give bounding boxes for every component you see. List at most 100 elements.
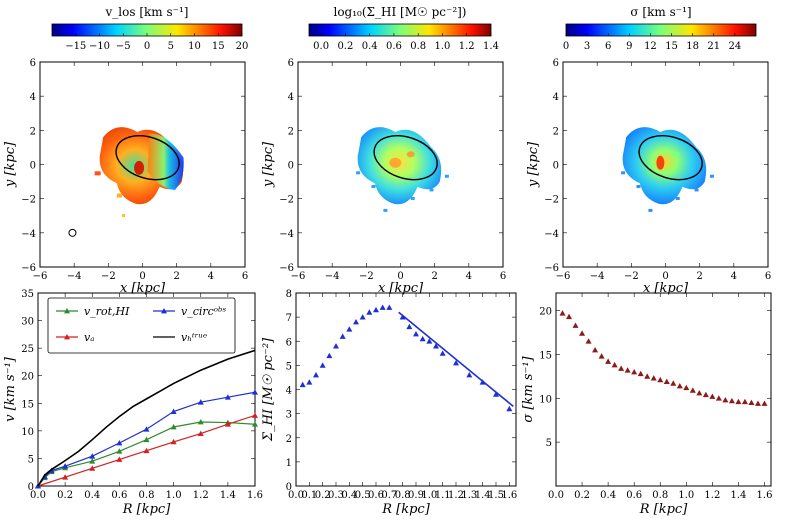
data-point (419, 335, 426, 342)
map-panel-2: log₁₀(Σ_HI [M☉ pc⁻²]) 0.0 0.2 0.4 0.6 0.8 1.0 1… (261, 5, 506, 296)
plot-frame (295, 292, 517, 487)
map-panel-1: v_los [km s⁻¹]−15 −10 −5 0 5 10 15 20−6 −4 −2 0 2 4 6… (3, 5, 248, 296)
x-tick-label: 0 (397, 271, 403, 282)
legend-marker (161, 308, 167, 314)
colorbar-tick-label: 15 (212, 41, 225, 52)
x-tick-label: −2 (624, 271, 639, 282)
legend-label: v_circᵒᵇˢ (181, 305, 226, 318)
data-point (62, 474, 69, 480)
data-point (453, 359, 459, 366)
data-point (319, 362, 326, 368)
x-tick-label: 0.1 (301, 490, 317, 501)
data-point (326, 352, 333, 359)
data-point (143, 426, 150, 432)
x-tick-label: 0 (662, 271, 668, 282)
y-tick-label: 20 (539, 307, 552, 318)
series-line-v_h^true (37, 349, 256, 487)
colorbar-tick-label: 20 (236, 41, 249, 52)
colorbar-tick-label: 6 (605, 41, 611, 52)
data-point (143, 436, 150, 443)
data-point (559, 310, 566, 316)
data-point (89, 458, 96, 464)
data-point (605, 358, 612, 364)
y-tick-label: 15 (21, 399, 34, 410)
x-tick-label: 0.2 (574, 490, 590, 501)
data-point (493, 391, 499, 397)
legend-label: v_rot,HI (84, 305, 130, 318)
x-tick-label: 1.6 (501, 490, 517, 501)
data-point (426, 338, 433, 344)
x-axis-label: R [kpc] (381, 502, 430, 517)
x-tick-label: 0.7 (381, 490, 397, 501)
data-point (313, 372, 319, 378)
clump (636, 185, 641, 188)
data-point (631, 368, 638, 375)
y-tick-label: 6 (553, 58, 559, 69)
data-point (611, 361, 618, 368)
colorbar-title: log₁₀(Σ_HI [M☉ pc⁻²]) (333, 5, 466, 19)
data-point (299, 381, 306, 388)
y-tick-label: 1 (286, 458, 292, 469)
clump (371, 185, 376, 188)
y-axis-label: y [kpc] (3, 141, 18, 188)
colorbar (308, 23, 492, 37)
data-point (333, 343, 339, 349)
data-point (353, 318, 359, 325)
data-point (702, 391, 709, 398)
data-point (116, 439, 123, 446)
y-tick-label: 25 (21, 344, 34, 355)
x-tick-label: 0.6 (626, 490, 642, 501)
colorbar-tick-label: 21 (707, 41, 720, 52)
x-axis-label: R [kpc] (639, 502, 688, 517)
x-tick-label: −4 (67, 271, 82, 282)
x-tick-label: 1.0 (421, 490, 437, 501)
data-point (689, 387, 696, 393)
ellipse-contour (373, 135, 438, 181)
clump (116, 193, 122, 198)
x-tick-label: 1.6 (247, 490, 263, 501)
data-point (624, 367, 631, 373)
data-point (676, 382, 683, 389)
data-point (62, 463, 69, 469)
x-tick-label: 1.4 (475, 490, 491, 501)
x-axis-label: x [kpc] (120, 281, 166, 296)
data-point (722, 397, 729, 403)
colorbar-tick-label: 0.0 (313, 41, 329, 52)
colorbar-tick-label: −5 (116, 41, 131, 52)
x-tick-label: 4 (466, 271, 472, 282)
y-axis-label: v [km s⁻¹] (3, 356, 18, 422)
x-tick-label: 0.3 (328, 490, 344, 501)
clump (694, 188, 699, 192)
data-point (406, 323, 413, 330)
data-point (116, 448, 123, 454)
y-tick-label: 6 (286, 337, 292, 348)
x-tick-label: 1.5 (488, 490, 504, 501)
y-tick-label: 20 (21, 372, 34, 383)
data-point (170, 438, 177, 445)
data-point (572, 322, 579, 328)
clump (383, 208, 388, 212)
colorbar-tick-label: 1.0 (435, 41, 451, 52)
x-tick-label: 0.4 (341, 490, 357, 501)
x-tick-label: 4 (208, 271, 214, 282)
ellipse-contour (638, 135, 703, 181)
receding-side (147, 133, 184, 191)
x-tick-label: −2 (101, 271, 116, 282)
data-point (506, 405, 513, 412)
data-point (598, 353, 605, 359)
colorbar-tick-label: 0.4 (362, 41, 378, 52)
clump (671, 151, 680, 158)
y-axis-label: σ [km s⁻¹] (521, 355, 536, 422)
x-tick-label: 6 (242, 271, 248, 282)
y-tick-label: 30 (21, 317, 34, 328)
colorbar-tick-label: 0 (563, 41, 569, 52)
y-axis-label: y [kpc] (526, 141, 541, 188)
clump (648, 208, 653, 212)
y-tick-label: 0 (553, 161, 559, 172)
y-tick-label: −6 (21, 263, 36, 274)
x-tick-label: 1.1 (435, 490, 451, 501)
data-point (650, 375, 657, 381)
colorbar-tick-label: 0 (144, 41, 150, 52)
central-peak (656, 155, 665, 170)
colorbar-tick-label: 24 (729, 41, 742, 52)
